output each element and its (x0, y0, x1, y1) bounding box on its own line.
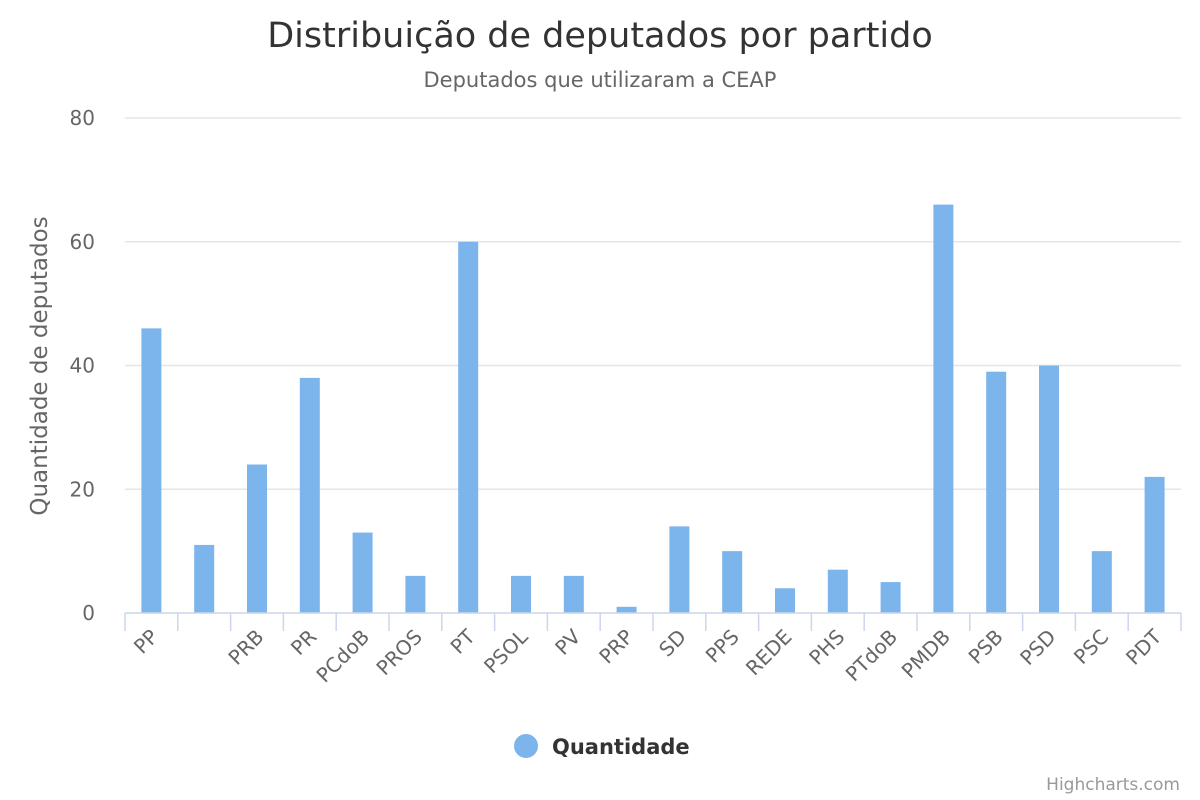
gridlines (125, 117, 1181, 490)
y-axis-title: Quantidade de deputados (27, 216, 53, 515)
y-tick-label: 40 (70, 354, 95, 378)
y-tick-label: 20 (70, 477, 95, 501)
bar[interactable] (247, 464, 267, 614)
bar[interactable] (511, 575, 531, 613)
bar[interactable] (722, 551, 743, 613)
legend-item-label[interactable]: Quantidade (552, 735, 690, 759)
x-tick-label: PTdoB (841, 625, 902, 686)
bar[interactable] (299, 377, 320, 613)
bar[interactable] (563, 575, 584, 613)
chart-title: Distribuição de deputados por partido (267, 16, 933, 56)
bar[interactable] (775, 588, 795, 613)
x-tick-label: PSD (1015, 625, 1060, 670)
bar[interactable] (1144, 476, 1165, 613)
y-tick-label: 60 (70, 230, 95, 254)
legend-symbol[interactable] (514, 734, 538, 758)
x-tick-label: PCdoB (311, 625, 374, 688)
x-tick-label: PROS (371, 625, 426, 680)
bar-series (141, 204, 1165, 614)
x-tick-label: PV (550, 624, 585, 659)
y-axis-ticks: 0 20 40 60 80 (70, 106, 95, 625)
y-tick-label: 0 (82, 601, 95, 625)
x-tick-label: PMDB (897, 625, 955, 683)
legend[interactable]: Quantidade (514, 734, 690, 759)
bar[interactable] (616, 606, 637, 613)
bar[interactable] (405, 575, 426, 613)
bar[interactable] (669, 526, 690, 613)
x-tick-label: PRB (224, 625, 269, 670)
bar[interactable] (1091, 551, 1112, 613)
bar[interactable] (880, 582, 901, 613)
x-tick-label: PPS (701, 625, 744, 668)
credits-link[interactable]: Highcharts.com (1046, 775, 1180, 795)
x-tick-label: PSOL (479, 624, 533, 678)
y-tick-label: 80 (70, 106, 95, 130)
bar[interactable] (458, 241, 479, 613)
x-tick-label: SD (654, 625, 691, 662)
x-tick-label: PHS (804, 625, 849, 670)
bar[interactable] (933, 204, 954, 613)
x-tick-label: PT (446, 624, 481, 659)
x-tick-label: PSB (964, 625, 1008, 669)
x-tick-label: REDE (741, 625, 797, 681)
bar[interactable] (194, 544, 215, 613)
x-tick-label: PSC (1069, 625, 1113, 669)
bar[interactable] (141, 328, 162, 613)
x-tick-label: PP (129, 625, 163, 659)
x-tick-label: PR (286, 625, 321, 660)
x-tick-label: PRP (594, 625, 638, 669)
bar[interactable] (1039, 365, 1059, 614)
bar[interactable] (352, 532, 373, 613)
chart-subtitle: Deputados que utilizaram a CEAP (424, 68, 777, 92)
bar[interactable] (827, 569, 848, 613)
bar[interactable] (986, 371, 1007, 613)
